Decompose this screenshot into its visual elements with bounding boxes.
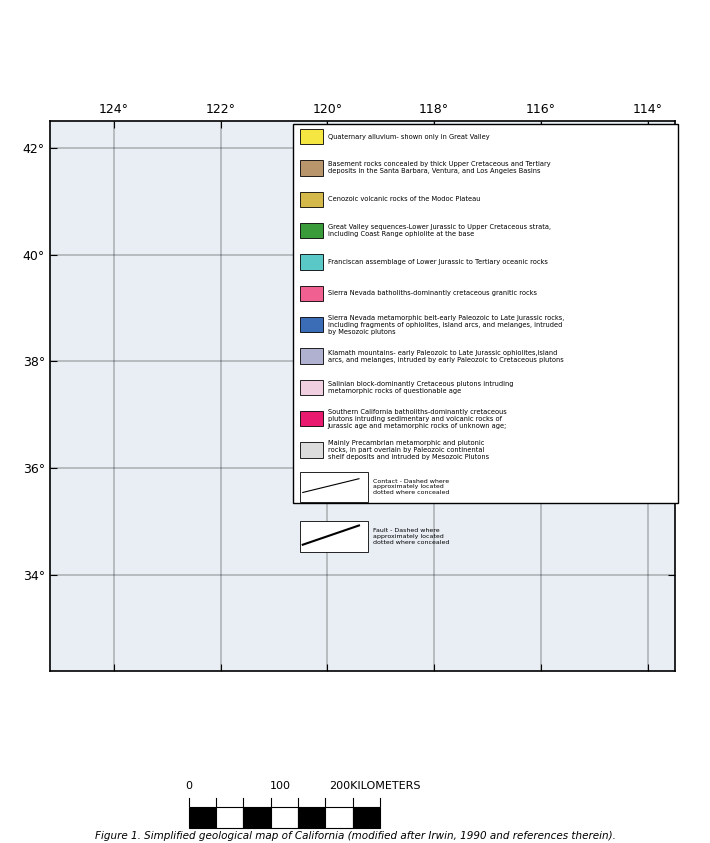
FancyBboxPatch shape	[300, 443, 323, 458]
Text: 0: 0	[185, 781, 192, 791]
FancyBboxPatch shape	[300, 348, 323, 364]
Text: 200KILOMETERS: 200KILOMETERS	[329, 781, 420, 791]
Bar	[325, 807, 352, 828]
FancyBboxPatch shape	[300, 191, 323, 207]
Text: Contact - Dashed where
approximately located
dotted where concealed: Contact - Dashed where approximately loc…	[373, 479, 449, 496]
FancyBboxPatch shape	[300, 129, 323, 144]
Bar	[352, 807, 380, 828]
FancyBboxPatch shape	[300, 160, 323, 175]
Bar	[243, 807, 271, 828]
Bar	[298, 807, 325, 828]
Text: Great Valley sequences-Lower Jurassic to Upper Cretaceous strata,
including Coas: Great Valley sequences-Lower Jurassic to…	[328, 224, 551, 237]
FancyBboxPatch shape	[300, 317, 323, 332]
Text: Figure 1. Simplified geological map of California (modified after Irwin, 1990 an: Figure 1. Simplified geological map of C…	[94, 831, 616, 841]
FancyBboxPatch shape	[300, 379, 323, 395]
Text: Sierra Nevada batholiths-dominantly cretaceous granitic rocks: Sierra Nevada batholiths-dominantly cret…	[328, 290, 537, 297]
Bar	[189, 807, 216, 828]
Text: Mainly Precambrian metamorphic and plutonic
rocks, in part overlain by Paleozoic: Mainly Precambrian metamorphic and pluto…	[328, 440, 489, 460]
Text: 100: 100	[270, 781, 291, 791]
Text: Southern California batholiths-dominantly cretaceous
plutons intruding sedimenta: Southern California batholiths-dominantl…	[328, 409, 507, 429]
Text: Sierra Nevada metamorphic belt-early Paleozoic to Late Jurassic rocks,
including: Sierra Nevada metamorphic belt-early Pal…	[328, 314, 564, 335]
FancyBboxPatch shape	[300, 521, 368, 551]
FancyBboxPatch shape	[300, 472, 368, 502]
Text: Franciscan assemblage of Lower Jurassic to Tertiary oceanic rocks: Franciscan assemblage of Lower Jurassic …	[328, 259, 547, 265]
FancyBboxPatch shape	[300, 255, 323, 270]
Text: Salinian block-dominantly Cretaceous plutons intruding
metamorphic rocks of ques: Salinian block-dominantly Cretaceous plu…	[328, 381, 513, 394]
Text: Fault - Dashed where
approximately located
dotted where concealed: Fault - Dashed where approximately locat…	[373, 529, 449, 545]
FancyBboxPatch shape	[300, 286, 323, 301]
Bar	[216, 807, 243, 828]
Text: Klamath mountains- early Paleozoic to Late Jurassic ophiolites,island
arcs, and : Klamath mountains- early Paleozoic to La…	[328, 350, 564, 362]
FancyBboxPatch shape	[300, 411, 323, 427]
FancyBboxPatch shape	[300, 223, 323, 239]
Text: Cenozoic volcanic rocks of the Modoc Plateau: Cenozoic volcanic rocks of the Modoc Pla…	[328, 196, 480, 202]
Bar	[271, 807, 298, 828]
FancyBboxPatch shape	[293, 124, 677, 503]
Text: Quaternary alluvium- shown only in Great Valley: Quaternary alluvium- shown only in Great…	[328, 133, 489, 140]
Text: Basement rocks concealed by thick Upper Cretaceous and Tertiary
deposits in the : Basement rocks concealed by thick Upper …	[328, 162, 550, 175]
